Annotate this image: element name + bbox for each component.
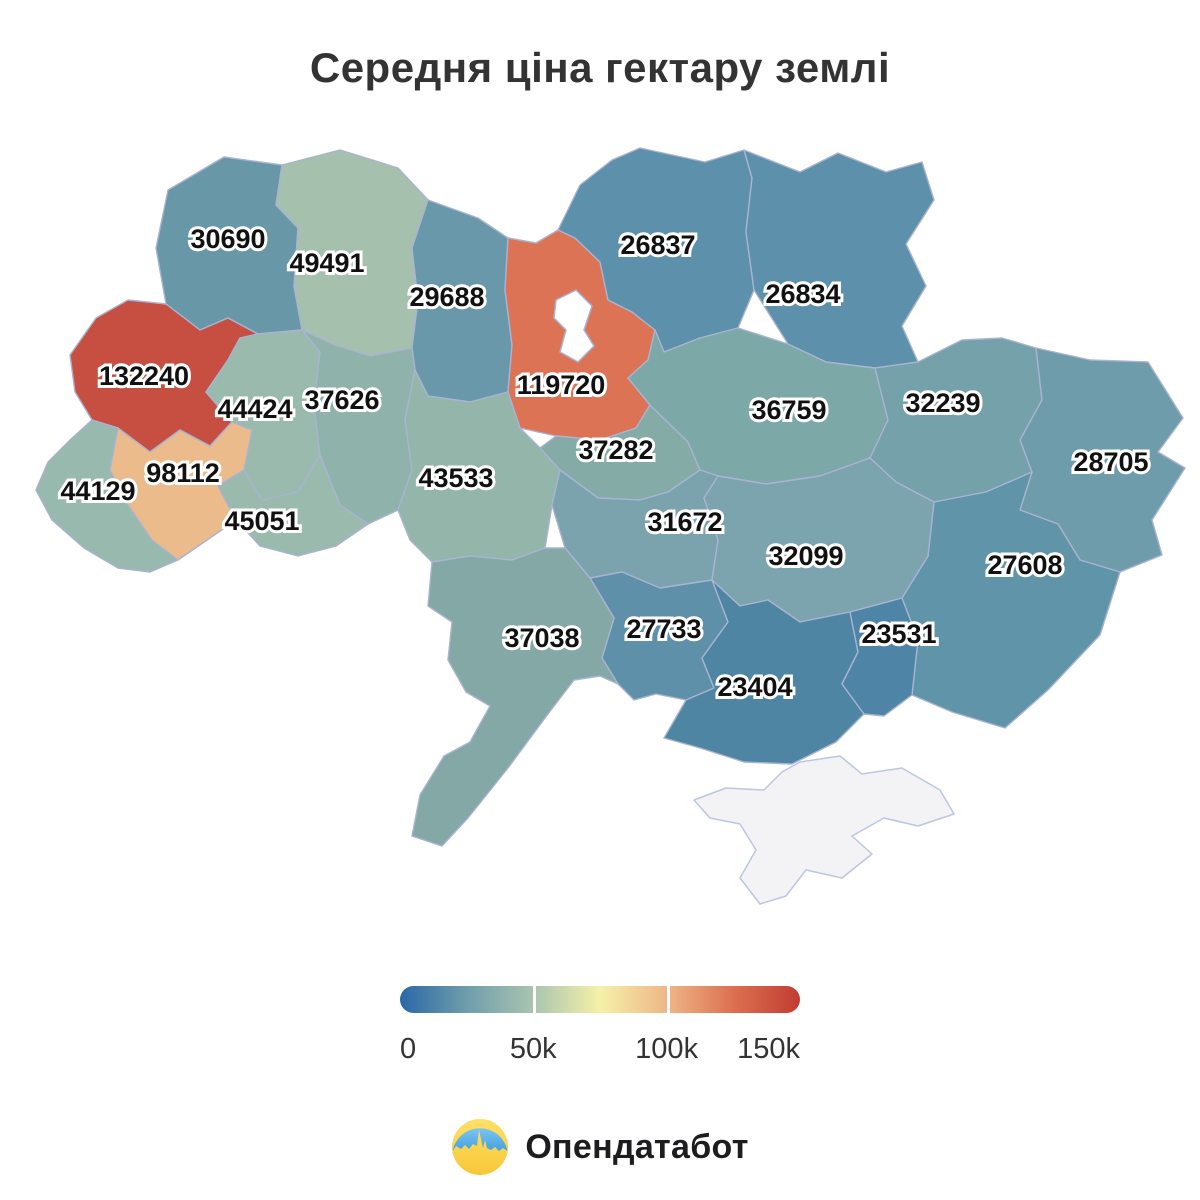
logo-blue-skyline-half bbox=[452, 1128, 508, 1151]
legend-gradient-bar bbox=[400, 986, 800, 1013]
opendatabot-logo-icon bbox=[452, 1119, 509, 1175]
region-zaporizhzhia[interactable] bbox=[841, 597, 919, 717]
region-odesa[interactable] bbox=[411, 547, 619, 847]
region-chernivtsi[interactable] bbox=[217, 454, 369, 557]
brand-name: Опендатабот bbox=[525, 1127, 749, 1166]
region-sumy[interactable] bbox=[743, 149, 935, 369]
page-title: Середня ціна гектару землі bbox=[309, 44, 891, 91]
map-nodata-regions bbox=[553, 289, 955, 905]
region-chernihiv[interactable] bbox=[557, 147, 755, 353]
region-crimea-no-data bbox=[693, 755, 955, 905]
color-legend: 0 50k 100k 150k bbox=[400, 986, 800, 1069]
map-regions bbox=[35, 147, 1186, 847]
region-luhansk[interactable] bbox=[1019, 347, 1186, 573]
region-kyiv-city-no-data bbox=[553, 289, 595, 363]
legend-tick-50k bbox=[533, 986, 537, 1013]
legend-label-100k: 100k bbox=[635, 1033, 699, 1065]
region-zhytomyr[interactable] bbox=[411, 199, 513, 403]
legend-label-0: 0 bbox=[400, 1033, 417, 1065]
footer: Опендатабот bbox=[0, 1118, 1200, 1176]
legend-tick-labels: 0 50k 100k 150k bbox=[400, 1033, 800, 1069]
region-kherson[interactable] bbox=[663, 579, 865, 765]
legend-label-150k: 150k bbox=[737, 1033, 800, 1065]
legend-tick-100k bbox=[666, 986, 670, 1013]
legend-label-50k: 50k bbox=[509, 1033, 557, 1065]
